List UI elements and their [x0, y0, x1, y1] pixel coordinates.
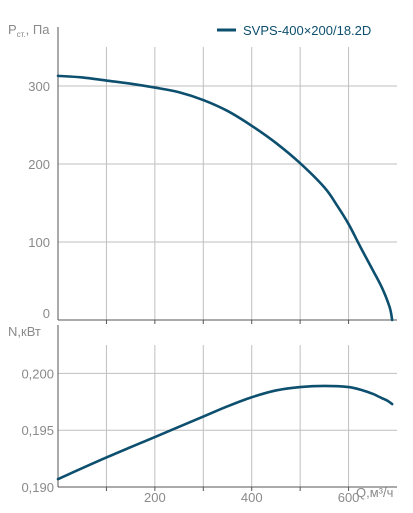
- pressure-axis-title-subscript: ст.: [17, 30, 26, 39]
- x-tick-label: 200: [144, 490, 166, 505]
- flow-axis-title: Q,м³/ч: [356, 485, 393, 500]
- legend-label: SVPS-400×200/18.2D: [243, 23, 371, 38]
- y-tick-label: 0,190: [21, 480, 54, 495]
- y-tick-label: 0,200: [21, 366, 54, 381]
- power-curve: [56, 384, 394, 481]
- pressure-curve: [56, 74, 394, 322]
- pressure-axis-title: Pст., Па: [8, 22, 50, 39]
- y-tick-label: 100: [28, 235, 50, 250]
- power-axis-title: N,кВт: [8, 324, 41, 339]
- power-chart-axis: [57, 325, 397, 491]
- pressure-axis-title-unit: , Па: [26, 22, 51, 37]
- y-tick-label: 200: [28, 157, 50, 172]
- y-tick-label: 0,195: [21, 423, 54, 438]
- pressure-chart-tick-labels: 0 100 200 300: [28, 79, 50, 321]
- y-tick-label: 0: [43, 306, 50, 321]
- pressure-axis-title-main: P: [8, 22, 17, 37]
- x-tick-label: 600: [338, 490, 360, 505]
- power-chart-grid: [58, 345, 397, 487]
- pressure-chart-grid: [58, 47, 397, 320]
- pressure-chart-axis: [57, 27, 397, 324]
- x-tick-label: 400: [241, 490, 263, 505]
- y-tick-label: 300: [28, 79, 50, 94]
- power-chart-tick-labels: 0,190 0,195 0,200 200 400 600: [21, 366, 359, 505]
